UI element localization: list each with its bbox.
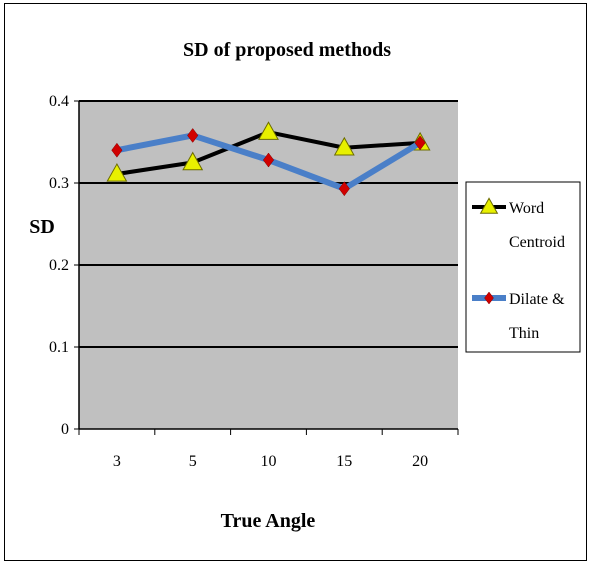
series-layer [106,121,431,197]
x-tick-label: 20 [412,453,428,470]
legend-label: Dilate & [509,291,565,308]
x-tick-label: 3 [113,453,121,470]
data-point-triangle [182,151,204,171]
x-tick-label: 10 [261,453,277,470]
data-point-triangle [258,121,279,140]
x-axis-title: True Angle [221,510,316,532]
legend-marker [484,291,494,305]
legend-label: Centroid [509,234,565,251]
chart-title: SD of proposed methods [183,39,391,61]
grid-lines [74,100,458,430]
x-tick-label: 15 [336,453,352,470]
data-point-diamond [187,128,199,143]
x-tick-label: 5 [189,453,197,470]
y-tick-label: 0 [61,421,69,438]
legend: Word Centroid Dilate & Thin [465,181,581,353]
axes [78,101,459,435]
x-tick-labels: 3 5 10 15 20 [113,453,428,470]
series-2 [111,128,426,197]
data-point-diamond [262,152,275,168]
y-axis-title: SD [29,216,55,238]
y-tick-label: 0.1 [49,339,69,356]
y-tick-label: 0.4 [49,93,69,110]
legend-label: Word [509,200,544,217]
data-point-triangle [106,163,128,182]
legend-entry: Word Centroid [472,197,565,251]
data-point-triangle [333,136,355,156]
legend-marker [479,197,499,214]
legend-entry: Dilate & Thin [472,291,565,342]
y-tick-label: 0.3 [49,175,69,192]
data-point-diamond [414,135,426,151]
y-tick-label: 0.2 [49,257,69,274]
data-point-diamond [338,181,350,197]
y-tick-labels: 0 0.1 0.2 0.3 0.4 [49,93,69,438]
legend-label: Thin [509,325,539,342]
data-point-diamond [111,142,123,158]
